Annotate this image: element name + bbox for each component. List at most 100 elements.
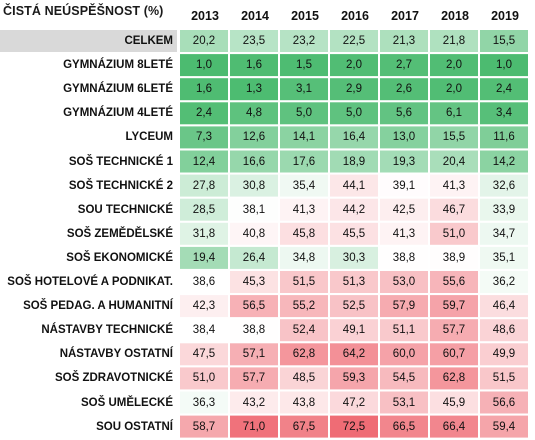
heatmap-cell (330, 102, 378, 125)
cell-value: 59,3 (342, 372, 366, 385)
cell-value: 38,8 (392, 251, 416, 264)
heatmap-cell (430, 391, 478, 414)
cell-value: 67,5 (292, 420, 316, 433)
cell-value: 20,2 (192, 35, 216, 47)
cell-value: 32,6 (492, 179, 516, 192)
heatmap-cell (430, 198, 478, 221)
cell-value: 1,6 (246, 59, 262, 72)
cell-value: 2,9 (346, 83, 362, 96)
heatmap-cell (480, 367, 528, 390)
cell-value: 2,0 (446, 59, 462, 72)
heatmap-cell (380, 174, 428, 197)
cell-value: 45,8 (292, 227, 316, 240)
cell-value: 19,3 (392, 155, 416, 168)
heatmap-cell (280, 295, 328, 318)
cell-value: 60,7 (442, 348, 466, 361)
cell-value: 14,2 (492, 155, 516, 168)
cell-value: 3,1 (296, 83, 312, 96)
column-header-2016: 2016 (341, 9, 369, 23)
heatmap-cell (180, 102, 228, 125)
heatmap-cell (430, 295, 478, 318)
heatmap-cell (480, 391, 528, 414)
heatmap-cell (430, 102, 478, 125)
cell-value: 2,7 (396, 59, 412, 72)
heatmap-cell (380, 126, 428, 149)
cell-value: 41,3 (292, 203, 316, 216)
heatmap-cell (430, 367, 478, 390)
row-label: SOŠ HOTELOVÉ A PODNIKAT. (7, 276, 173, 288)
row-label: SOŠ ZDRAVOTNICKÉ (55, 372, 173, 385)
cell-value: 52,4 (292, 324, 316, 337)
cell-value: 64,2 (342, 348, 366, 361)
heatmap-cell (380, 246, 428, 269)
cell-value: 5,0 (296, 107, 312, 120)
cell-value: 22,5 (342, 35, 366, 47)
cell-value: 23,5 (242, 35, 266, 47)
cell-value: 44,2 (342, 203, 366, 216)
cell-value: 36,3 (192, 396, 216, 409)
heatmap-cell (380, 198, 428, 221)
cell-value: 4,8 (246, 107, 262, 120)
heatmap-cell (280, 271, 328, 293)
heatmap-cell (480, 30, 528, 52)
cell-value: 59,7 (442, 300, 466, 313)
cell-value: 1,0 (196, 59, 212, 72)
cell-value: 5,0 (346, 107, 362, 120)
cell-value: 43,8 (292, 396, 316, 409)
row-label: LYCEUM (125, 131, 174, 144)
cell-value: 41,3 (442, 179, 466, 192)
cell-value: 2,6 (396, 83, 412, 96)
cell-value: 62,8 (442, 372, 466, 385)
heatmap-cell (480, 222, 528, 245)
heatmap-cell (330, 30, 378, 52)
heatmap-cell (330, 150, 378, 173)
cell-value: 45,5 (342, 227, 366, 240)
heatmap-cell (230, 150, 278, 173)
cell-value: 42,3 (192, 300, 216, 313)
heatmap-cell (330, 126, 378, 149)
cell-value: 53,0 (392, 276, 416, 288)
heatmap-cell (180, 222, 228, 245)
column-header-2014: 2014 (241, 9, 269, 23)
cell-value: 49,9 (492, 348, 516, 361)
cell-value: 14,1 (292, 131, 316, 144)
heatmap-cell (430, 78, 478, 101)
row-label: GYMNÁZIUM 8LETÉ (63, 59, 173, 72)
row-label: SOŠ TECHNICKÉ 2 (68, 179, 173, 192)
cell-value: 46,4 (492, 300, 516, 313)
heatmap-cell (280, 174, 328, 197)
row-label: SOŠ PEDAG. A HUMANITNÍ (23, 300, 173, 313)
heatmap-cell (180, 295, 228, 318)
chart-title: ČISTÁ NEÚSPĚŠNOST (%) (3, 4, 164, 18)
cell-value: 13,0 (392, 131, 416, 144)
cell-value: 51,3 (342, 276, 366, 288)
heatmap-cell (180, 126, 228, 149)
cell-value: 57,9 (392, 300, 416, 313)
heatmap-cell (180, 150, 228, 173)
cell-value: 72,5 (342, 420, 366, 433)
heatmap-cell (180, 415, 228, 438)
column-header-2019: 2019 (491, 9, 519, 23)
heatmap-cell (380, 319, 428, 342)
cell-value: 27,8 (192, 179, 216, 192)
heatmap-cell (430, 343, 478, 366)
cell-value: 46,7 (442, 203, 466, 216)
heatmap-cell (230, 198, 278, 221)
heatmap-cell (330, 391, 378, 414)
cell-value: 15,5 (492, 35, 516, 47)
heatmap-cell (180, 30, 228, 52)
row-label: SOU OSTATNÍ (96, 420, 173, 433)
cell-value: 71,0 (242, 420, 266, 433)
cell-value: 39,1 (392, 179, 416, 192)
heatmap-cell (230, 295, 278, 318)
cell-value: 66,5 (392, 420, 416, 433)
cell-value: 38,6 (192, 276, 216, 288)
cell-value: 15,5 (442, 131, 466, 144)
cell-value: 47,2 (342, 396, 366, 409)
heatmap-cell (330, 415, 378, 438)
heatmap-cell (280, 102, 328, 125)
heatmap-cell (230, 319, 278, 342)
row-label: NÁSTAVBY TECHNICKÉ (41, 324, 173, 337)
cell-value: 30,3 (342, 251, 366, 264)
heatmap-cell (330, 367, 378, 390)
